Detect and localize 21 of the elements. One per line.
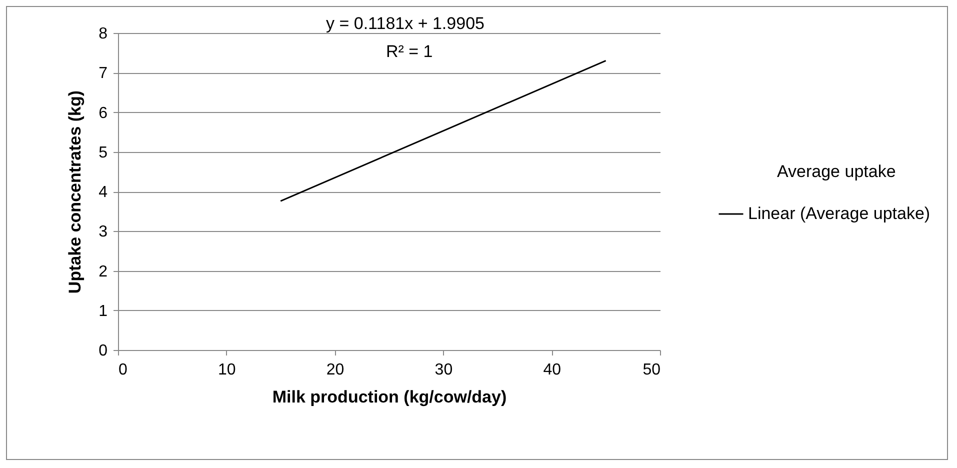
text: Average uptake (777, 162, 896, 182)
text: y = 0.1181x + 1.9905 (326, 14, 484, 34)
y-tick-label: 3 (98, 224, 108, 241)
y-tick-label: 8 (98, 26, 108, 42)
y-tick-label: 2 (98, 263, 108, 280)
y-tick-label: 5 (98, 144, 108, 162)
legend-label: Linear (Average uptake) (748, 204, 930, 223)
x-tick-label: 30 (434, 362, 453, 378)
y-tick-label: 6 (98, 104, 108, 122)
y-tick-label: 4 (98, 184, 108, 201)
x-tick-label: 10 (218, 362, 236, 378)
x-tick-label: 50 (642, 362, 661, 378)
annotation: R² = 1 (386, 42, 433, 62)
y-axis-title: Uptake concentrates (kg) (66, 90, 85, 294)
y-tick-label: 0 (98, 342, 108, 360)
x-axis-title: Milk production (kg/cow/day) (272, 388, 507, 406)
x-tick-label: 0 (118, 362, 128, 378)
x-tick-label: 40 (543, 362, 562, 378)
y-tick-label: 1 (98, 302, 108, 320)
x-tick-label: 20 (326, 362, 344, 378)
y-tick-label: 7 (98, 65, 108, 82)
